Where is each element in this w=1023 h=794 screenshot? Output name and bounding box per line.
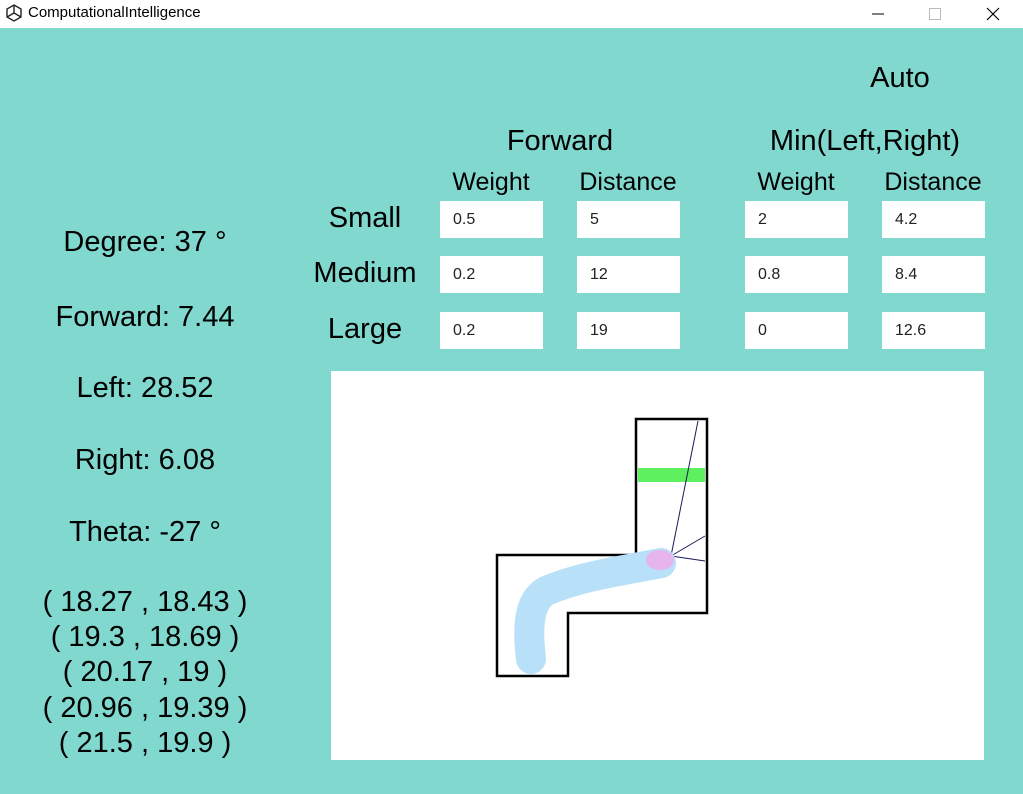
simulation-viewport xyxy=(331,371,984,760)
small-lr-distance-input[interactable] xyxy=(882,201,985,238)
lr-distance-column-header: Distance xyxy=(884,168,982,196)
car-trail xyxy=(514,548,676,674)
right-distance-readout: Right: 6.08 xyxy=(74,444,216,476)
maximize-icon xyxy=(929,8,941,20)
left-distance-readout: Left: 28.52 xyxy=(76,372,214,404)
trajectory-point: ( 20.96 , 19.39 ) xyxy=(42,692,248,724)
track-canvas xyxy=(495,417,709,678)
theta-readout: Theta: -27 ° xyxy=(69,516,221,548)
degree-readout: Degree: 37 ° xyxy=(63,226,227,258)
row-label-small: Small xyxy=(328,202,402,234)
min-left-right-group-header: Min(Left,Right) xyxy=(769,125,961,157)
large-lr-weight-input[interactable] xyxy=(745,312,848,349)
sensor-rays xyxy=(670,420,706,562)
maximize-button[interactable] xyxy=(912,0,958,28)
finish-line xyxy=(638,468,705,482)
auto-mode-button[interactable]: Auto xyxy=(870,62,930,94)
medium-lr-weight-input[interactable] xyxy=(745,256,848,293)
trajectory-point: ( 18.27 , 18.43 ) xyxy=(42,586,248,618)
large-forward-weight-input[interactable] xyxy=(440,312,543,349)
large-lr-distance-input[interactable] xyxy=(882,312,985,349)
trajectory-point: ( 20.17 , 19 ) xyxy=(62,656,228,688)
track-boundary xyxy=(495,417,709,678)
large-forward-distance-input[interactable] xyxy=(577,312,680,349)
medium-lr-distance-input[interactable] xyxy=(882,256,985,293)
small-forward-distance-input[interactable] xyxy=(577,201,680,238)
unity-icon xyxy=(6,4,22,22)
forward-distance-readout: Forward: 7.44 xyxy=(55,301,235,333)
trajectory-point: ( 21.5 , 19.9 ) xyxy=(58,727,232,759)
trajectory-point: ( 19.3 , 18.69 ) xyxy=(50,621,240,653)
row-label-large: Large xyxy=(327,313,403,345)
window-title: ComputationalIntelligence xyxy=(28,4,201,21)
car-head xyxy=(646,550,674,570)
forward-group-header: Forward xyxy=(506,125,614,157)
forward-weight-column-header: Weight xyxy=(452,168,530,196)
forward-distance-column-header: Distance xyxy=(579,168,677,196)
medium-forward-distance-input[interactable] xyxy=(577,256,680,293)
app-canvas: Auto Forward Min(Left,Right) Weight Dist… xyxy=(0,28,1023,794)
minimize-icon xyxy=(872,13,884,15)
minimize-button[interactable] xyxy=(855,0,901,28)
close-icon xyxy=(986,7,1000,21)
small-lr-weight-input[interactable] xyxy=(745,201,848,238)
title-bar: ComputationalIntelligence xyxy=(0,0,1023,28)
small-forward-weight-input[interactable] xyxy=(440,201,543,238)
lr-weight-column-header: Weight xyxy=(757,168,835,196)
medium-forward-weight-input[interactable] xyxy=(440,256,543,293)
close-button[interactable] xyxy=(970,0,1016,28)
row-label-medium: Medium xyxy=(313,257,417,289)
